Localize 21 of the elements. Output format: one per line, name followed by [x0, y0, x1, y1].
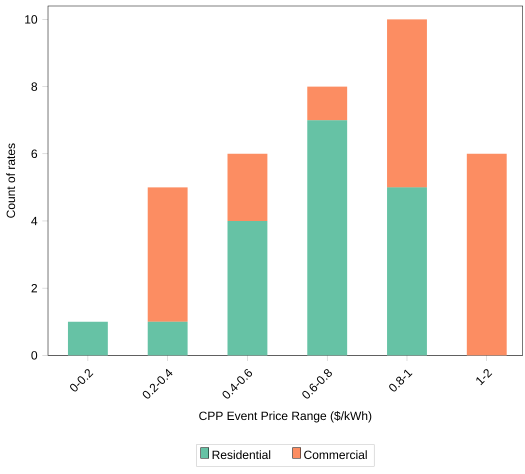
y-tick-label: 4	[31, 216, 38, 226]
x-tick-label: 1-2	[476, 369, 492, 386]
bar	[387, 19, 427, 188]
bar	[148, 322, 188, 356]
x-axis-title: CPP Event Price Range ($/kWh)	[199, 411, 372, 422]
bar	[68, 322, 108, 356]
bar	[227, 220, 268, 356]
bar	[227, 154, 268, 221]
bar	[466, 154, 507, 356]
legend-label: Commercial	[304, 450, 367, 460]
y-tick-label: 2	[32, 284, 37, 292]
bar	[387, 187, 427, 356]
bar	[307, 86, 348, 120]
legend-label: Residential	[212, 450, 270, 460]
y-tick-label: 10	[25, 15, 38, 24]
y-tick-label: 6	[32, 150, 38, 158]
bar	[307, 120, 348, 356]
y-tick-label: 8	[31, 82, 38, 91]
y-axis-title: Count of rates	[6, 143, 16, 218]
y-tick-label: 0	[31, 351, 38, 360]
bar	[148, 187, 188, 322]
